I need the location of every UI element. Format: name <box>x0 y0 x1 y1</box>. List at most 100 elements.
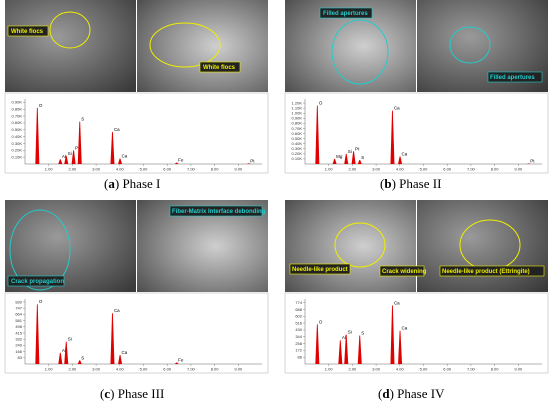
peak <box>58 352 63 364</box>
peak <box>351 151 356 164</box>
peak <box>118 355 123 364</box>
y-tick-label: 498 <box>15 324 22 329</box>
x-tick-label: 8.00 <box>491 367 500 372</box>
y-tick-label: 83 <box>18 355 23 360</box>
x-tick-label: 4.00 <box>396 167 405 172</box>
image-label: Fiber-Matrix Interface debonding <box>172 209 266 215</box>
spectrum-frame <box>4 292 269 374</box>
x-tick-label: 8.00 <box>491 167 500 172</box>
peak <box>526 163 531 164</box>
x-tick-label: 7.00 <box>467 167 476 172</box>
peak <box>398 330 403 364</box>
peak-label: Si <box>68 151 72 156</box>
peak <box>246 163 251 164</box>
y-tick-label: 0.20K <box>12 148 23 153</box>
x-tick-label: 5.00 <box>420 167 429 172</box>
caption-text: Phase II <box>399 176 441 191</box>
x-tick-label: 3.00 <box>92 367 101 372</box>
image-label: White flocs <box>203 65 236 71</box>
x-tick-label: 1.00 <box>45 367 54 372</box>
peak-label: Mg <box>336 154 343 159</box>
peak <box>58 159 63 164</box>
y-tick-label: 1.00K <box>292 111 303 116</box>
y-tick-label: 0.30K <box>292 146 303 151</box>
caption-text: Phase IV <box>397 386 445 401</box>
y-tick-label: 0.20K <box>292 151 303 156</box>
peak-label: Si <box>68 337 72 342</box>
peak-label: Al <box>62 154 66 159</box>
peak-label: Pt <box>355 146 360 151</box>
peak-label: O <box>39 103 43 108</box>
y-tick-label: 86 <box>298 354 303 359</box>
caption: (d) Phase IV <box>378 386 445 401</box>
x-tick-label: 2.00 <box>349 367 358 372</box>
peak <box>357 159 362 164</box>
x-tick-label: 2.00 <box>69 167 78 172</box>
x-tick-label: 1.00 <box>325 367 334 372</box>
x-tick-label: 7.00 <box>187 367 196 372</box>
sem-images <box>5 0 548 292</box>
y-tick-label: 249 <box>15 343 22 348</box>
image-labels: White flocs White flocs Filled apertures… <box>7 7 545 287</box>
peak-label: Pt <box>530 158 535 163</box>
x-tick-label: 5.00 <box>140 367 149 372</box>
peak <box>398 156 403 164</box>
captions: (a) Phase I (b) Phase II (c) Phase III (… <box>100 176 445 401</box>
x-tick-label: 2.00 <box>349 167 358 172</box>
x-tick-label: 9.00 <box>514 367 523 372</box>
panel-letter: c <box>104 386 110 401</box>
y-tick-label: 0.90K <box>12 100 23 105</box>
peak-label: S <box>361 330 364 335</box>
panel-letter: b <box>384 176 391 191</box>
y-tick-label: 830 <box>15 299 22 304</box>
image-label: Needle-like product <box>292 267 348 273</box>
x-tick-label: 5.00 <box>420 367 429 372</box>
x-tick-label: 5.00 <box>140 167 149 172</box>
y-tick-label: 430 <box>295 327 302 332</box>
y-tick-label: 0.40K <box>12 134 23 139</box>
image-label: Crack propagation <box>11 279 64 285</box>
image-label: White flocs <box>11 29 44 35</box>
x-tick-label: 3.00 <box>92 167 101 172</box>
peak <box>390 110 395 164</box>
x-tick-label: 8.00 <box>211 367 220 372</box>
peak-label: Ca <box>114 308 120 313</box>
caption-text: Phase I <box>122 176 160 191</box>
x-tick-label: 9.00 <box>234 367 243 372</box>
y-tick-label: 688 <box>295 307 302 312</box>
peak-label: Fe <box>178 358 184 363</box>
caption: (c) Phase III <box>100 386 164 401</box>
x-tick-label: 4.00 <box>396 367 405 372</box>
spectrum-frame <box>284 92 549 174</box>
image-label: Filled apertures <box>323 11 368 17</box>
peak-label: Ca <box>122 350 128 355</box>
y-tick-label: 747 <box>15 305 22 310</box>
peak-label: S <box>361 155 364 160</box>
x-tick-label: 7.00 <box>467 367 476 372</box>
peak-label: S <box>81 117 84 122</box>
y-tick-label: 0.10K <box>12 154 23 159</box>
y-tick-label: 1.10K <box>292 105 303 110</box>
y-tick-label: 172 <box>295 348 302 353</box>
y-tick-label: 664 <box>15 312 22 317</box>
x-tick-label: 2.00 <box>69 367 78 372</box>
peak <box>174 162 179 164</box>
peak <box>357 335 362 364</box>
y-tick-label: 0.60K <box>12 120 23 125</box>
peak <box>118 158 123 164</box>
peak <box>338 340 343 364</box>
y-tick-label: 581 <box>15 318 22 323</box>
x-tick-label: 3.00 <box>372 167 381 172</box>
y-tick-label: 0.70K <box>12 113 23 118</box>
spectrum-frame <box>284 292 549 374</box>
y-tick-label: 344 <box>295 334 302 339</box>
peak-label: Si <box>348 149 352 154</box>
y-tick-label: 0.90K <box>292 116 303 121</box>
caption: (a) Phase I <box>104 176 160 191</box>
y-tick-label: 332 <box>15 336 22 341</box>
x-tick-label: 3.00 <box>372 367 381 372</box>
peak-label: Pt <box>75 145 80 150</box>
peak-label: Ca <box>122 154 128 159</box>
y-tick-label: 0.70K <box>292 126 303 131</box>
y-tick-label: 0.40K <box>292 141 303 146</box>
